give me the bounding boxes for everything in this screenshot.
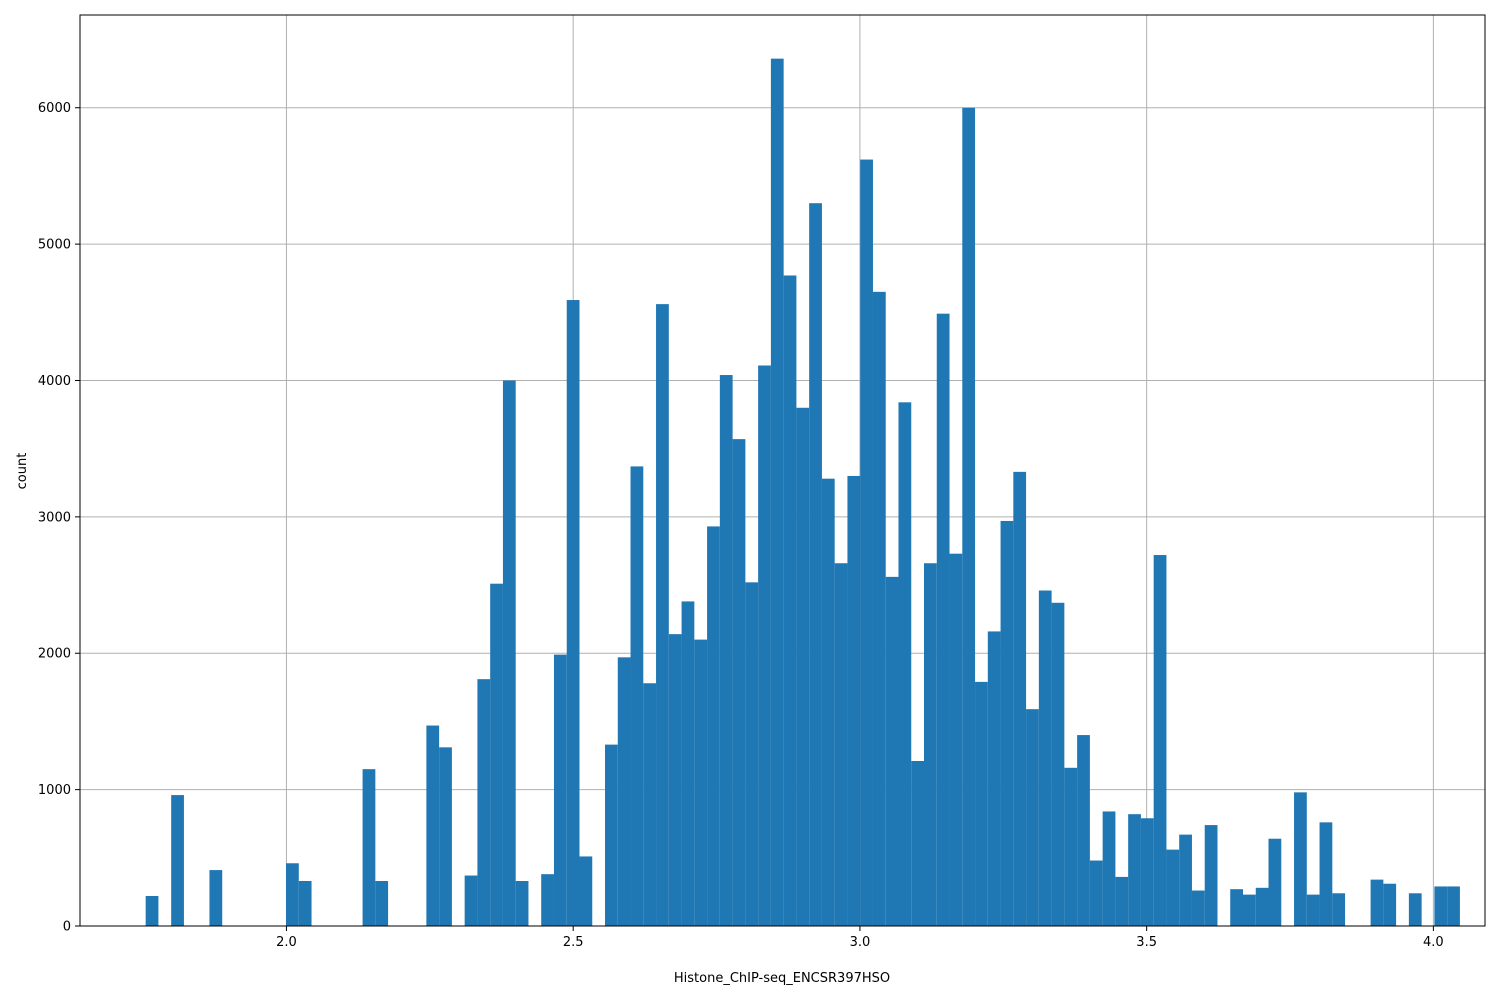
x-axis-label: Histone_ChIP-seq_ENCSR397HSO xyxy=(674,971,890,986)
bars xyxy=(145,58,1460,927)
y-tick-label: 0 xyxy=(63,920,71,935)
histogram-bar xyxy=(171,795,184,926)
histogram-bar xyxy=(885,576,899,926)
histogram-bar xyxy=(209,870,223,926)
x-tick-label: 2.5 xyxy=(563,935,584,950)
histogram-bar xyxy=(1447,886,1460,926)
histogram-bar xyxy=(694,639,708,926)
histogram-bar xyxy=(809,203,822,927)
histogram-bar xyxy=(1242,894,1256,926)
histogram-bar xyxy=(1115,876,1129,926)
x-tick-label: 3.5 xyxy=(1136,935,1157,950)
histogram-bar xyxy=(515,880,529,926)
x-tick-label: 4.0 xyxy=(1423,935,1444,950)
plot-frame xyxy=(79,14,1486,927)
histogram-bar xyxy=(924,563,937,926)
histogram-bar xyxy=(911,760,925,926)
histogram-bar xyxy=(872,291,886,926)
histogram-bar xyxy=(362,769,376,926)
histogram-bar xyxy=(1204,825,1218,926)
y-axis-label: count xyxy=(15,453,30,490)
histogram-bar xyxy=(298,880,312,926)
x-tick-label: 3.0 xyxy=(850,935,871,950)
histogram-bar xyxy=(1268,838,1282,926)
histogram-bar xyxy=(796,407,810,926)
histogram-bar xyxy=(770,58,784,926)
histogram-bar xyxy=(847,475,861,926)
histogram-bar xyxy=(490,583,503,926)
histogram-bar xyxy=(975,681,988,926)
histogram-bar xyxy=(987,631,1001,926)
histogram-bar xyxy=(949,553,963,926)
histogram-bar xyxy=(439,747,452,926)
histogram-bar xyxy=(1255,887,1269,926)
histogram-bar xyxy=(1434,886,1448,926)
histogram-bar xyxy=(566,300,580,926)
histogram-bar xyxy=(1089,860,1103,926)
histogram-bar xyxy=(1000,520,1014,926)
histogram-bar xyxy=(745,582,759,926)
histogram-bar xyxy=(821,478,835,926)
histogram-bar xyxy=(464,875,478,926)
histogram-bar xyxy=(579,856,593,926)
histogram-bar xyxy=(1051,602,1065,926)
histogram-bar xyxy=(630,466,644,926)
y-tick-label: 4000 xyxy=(38,374,71,389)
y-tick-label: 6000 xyxy=(38,101,71,116)
histogram-bar xyxy=(477,679,491,926)
histogram-bar xyxy=(1332,893,1346,926)
histogram-bar xyxy=(962,107,976,927)
histogram-bar xyxy=(1026,709,1039,926)
histogram-bar xyxy=(1153,555,1167,926)
histogram-bar xyxy=(783,275,797,926)
histogram-bar xyxy=(834,563,848,926)
y-tick-label: 2000 xyxy=(38,647,71,662)
histogram-bar xyxy=(707,526,720,926)
histogram-bar xyxy=(1370,879,1384,926)
histogram-bar xyxy=(617,657,631,926)
histogram-bar xyxy=(1408,893,1422,926)
histogram-bar xyxy=(1191,890,1205,926)
histogram-bar xyxy=(732,439,746,926)
histogram-bar xyxy=(1383,883,1397,926)
histogram-bar xyxy=(145,895,159,926)
histogram-bar xyxy=(1230,889,1243,926)
histogram-bar xyxy=(1294,792,1307,926)
histogram-bar xyxy=(502,380,516,926)
histogram-bar xyxy=(898,402,912,926)
y-tick-label: 1000 xyxy=(38,783,71,798)
histogram-bar xyxy=(605,744,618,926)
histogram-bar xyxy=(1179,834,1192,926)
histogram-bar xyxy=(860,159,873,926)
histogram-bar xyxy=(758,365,771,927)
histogram-bar xyxy=(1064,767,1078,926)
histogram-bar xyxy=(1013,471,1027,926)
histogram-bar xyxy=(719,375,733,927)
histogram-bar xyxy=(643,683,657,926)
histogram-bar xyxy=(541,874,554,926)
histogram-bar xyxy=(426,725,440,926)
histogram-bar xyxy=(375,880,389,926)
x-tick-label: 2.0 xyxy=(276,935,297,950)
histogram-bar xyxy=(286,863,299,926)
histogram-bar xyxy=(668,634,682,926)
x-axis-ticks: 2.0 2.5 3.0 3.5 4.0 xyxy=(276,926,1444,950)
histogram-bar xyxy=(553,654,567,926)
histogram-bar xyxy=(1038,590,1052,926)
histogram-bar xyxy=(1140,818,1154,926)
histogram-bar xyxy=(1128,814,1141,926)
histogram-bar xyxy=(1166,849,1180,926)
histogram-bar xyxy=(1319,822,1333,926)
histogram-bar xyxy=(936,313,950,927)
histogram-bar xyxy=(1077,735,1090,926)
histogram-bar xyxy=(1306,894,1320,926)
histogram-bar xyxy=(681,601,695,926)
histogram-bar xyxy=(1102,811,1116,926)
y-axis-ticks: 0 1000 2000 3000 4000 5000 6000 xyxy=(38,101,80,935)
histogram-bar xyxy=(656,304,669,926)
y-tick-label: 5000 xyxy=(38,238,71,253)
y-tick-label: 3000 xyxy=(38,510,71,525)
